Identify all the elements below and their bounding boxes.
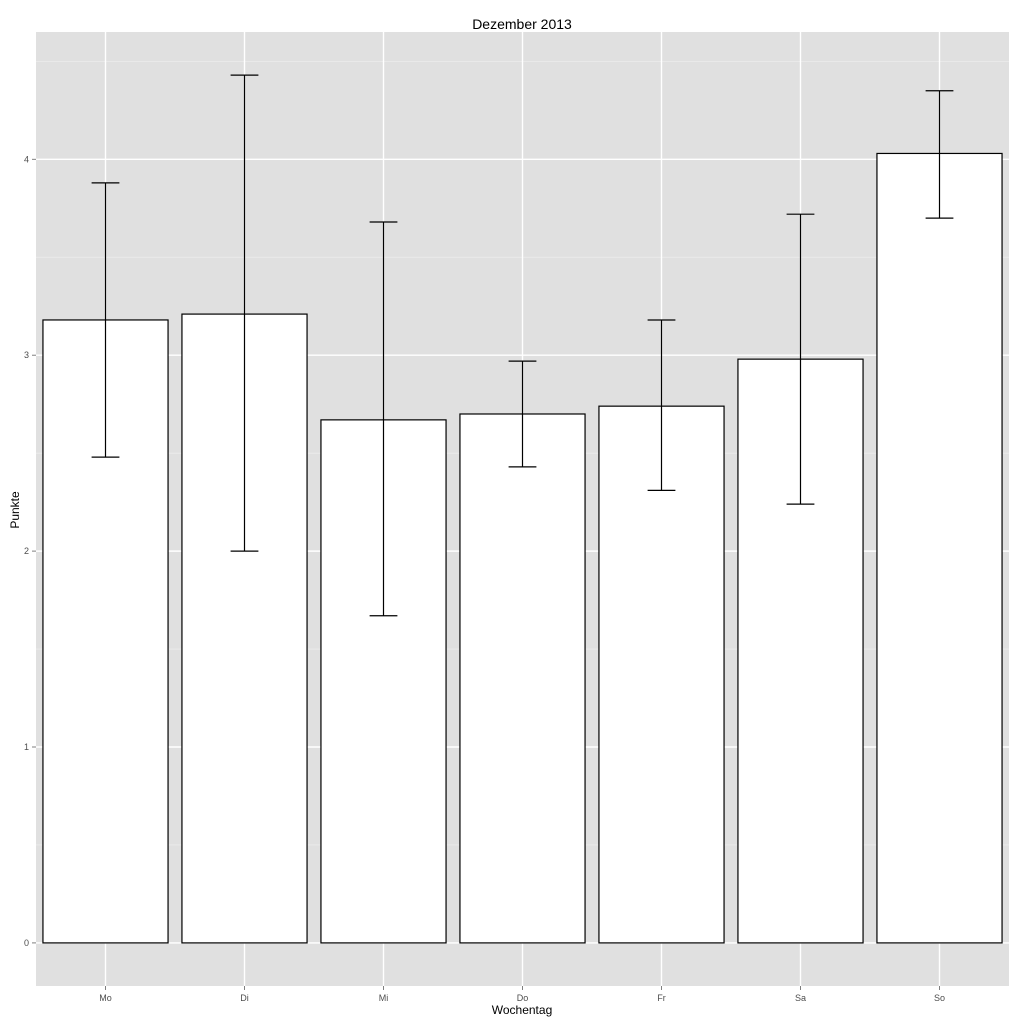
- x-axis-title: Wochentag: [492, 1003, 553, 1017]
- x-axis-ticks: Mo Di Mi Do Fr Sa So: [99, 986, 945, 1003]
- bar-do: [459, 413, 586, 944]
- bar-so: [876, 152, 1003, 944]
- x-tick-label: So: [934, 993, 945, 1003]
- error-bar-sa: [786, 213, 815, 505]
- y-tick-label: 4: [24, 154, 29, 164]
- chart-title: Dezember 2013: [472, 16, 572, 32]
- x-tick-label: Mi: [379, 993, 389, 1003]
- x-tick-label: Do: [517, 993, 529, 1003]
- error-bar-di: [230, 74, 259, 552]
- error-bars: [91, 74, 954, 617]
- x-tick-label: Mo: [99, 993, 112, 1003]
- y-tick-label: 2: [24, 546, 29, 556]
- bar-fr: [598, 405, 725, 944]
- error-bar-do: [508, 360, 537, 468]
- y-tick-label: 3: [24, 350, 29, 360]
- x-tick-label: Di: [240, 993, 249, 1003]
- error-bar-mi: [369, 221, 398, 617]
- y-tick-label: 1: [24, 742, 29, 752]
- x-tick-label: Sa: [795, 993, 806, 1003]
- error-bar-mo: [91, 182, 120, 458]
- error-bar-so: [925, 90, 954, 219]
- bars: [42, 152, 1003, 944]
- y-tick-label: 0: [24, 938, 29, 948]
- x-tick-label: Fr: [657, 993, 666, 1003]
- y-axis-title: Punkte: [8, 491, 22, 529]
- error-bar-fr: [647, 319, 676, 491]
- y-axis-ticks: 0 1 2 3 4: [24, 154, 36, 948]
